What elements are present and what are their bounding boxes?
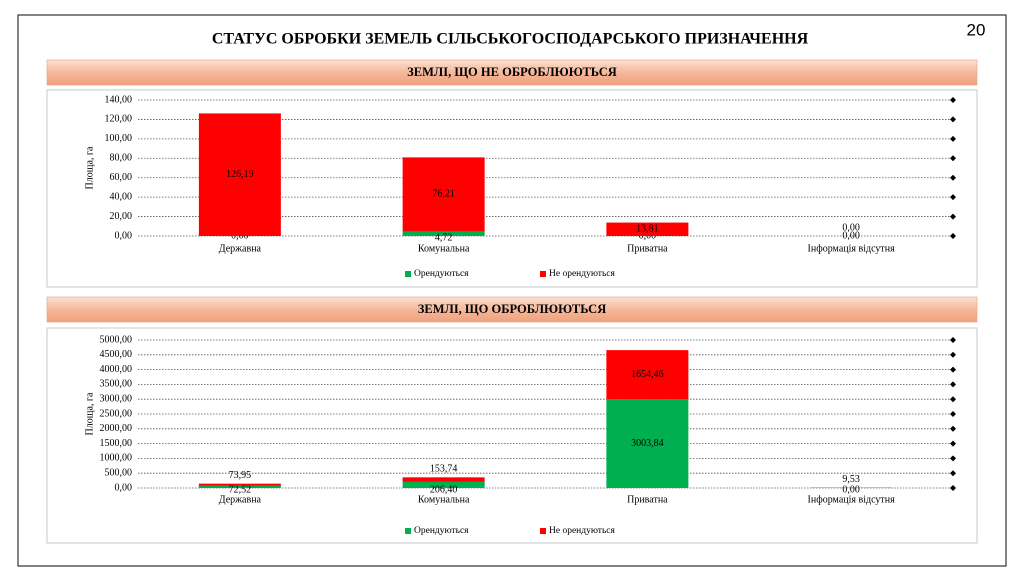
section-title: ЗЕМЛІ, ЩО ОБРОБЛЮЮТЬСЯ (418, 302, 606, 316)
grid-end-marker (950, 97, 956, 103)
y-tick-label: 40,00 (110, 191, 133, 202)
data-label: 153,74 (430, 464, 458, 475)
y-tick-label: 20,00 (110, 211, 133, 222)
data-label: 1654,46 (631, 369, 664, 380)
bar-segment (606, 399, 689, 488)
bar-segment (198, 113, 281, 236)
bar-segment (198, 483, 281, 486)
legend-label: Орендуються (414, 269, 469, 279)
legend-label: Не орендуються (549, 269, 616, 279)
legend-swatch (540, 271, 546, 277)
x-tick-label: Приватна (627, 494, 668, 505)
bar-segment (402, 157, 485, 232)
data-label: 126,19 (226, 169, 254, 180)
data-label: 0,00 (842, 222, 860, 233)
y-tick-label: 120,00 (105, 114, 133, 125)
grid-end-marker (950, 470, 956, 477)
bar-segment (198, 485, 281, 488)
y-tick-label: 3500,00 (100, 379, 133, 390)
x-tick-label: Комунальна (418, 494, 470, 505)
bar-segment (606, 222, 689, 236)
legend-label: Орендуються (414, 526, 469, 536)
y-tick-label: 4500,00 (100, 349, 133, 360)
legend-swatch (405, 271, 411, 277)
grid-end-marker (950, 366, 956, 373)
x-tick-label: Інформація відсутня (808, 243, 896, 254)
y-tick-label: 2500,00 (100, 408, 133, 419)
data-label: 76,21 (432, 189, 455, 200)
legend-label: Не орендуються (549, 526, 616, 536)
y-tick-label: 80,00 (110, 153, 133, 164)
section-banner (46, 296, 978, 323)
y-tick-label: 0,00 (115, 230, 133, 241)
data-label: 9,53 (842, 474, 860, 485)
data-label: 73,95 (229, 470, 252, 481)
slide-title: СТАТУС ОБРОБКИ ЗЕМЕЛЬ СІЛЬСЬКОГОСПОДАРСЬ… (212, 31, 809, 48)
grid-end-marker (950, 455, 956, 462)
grid-end-marker (950, 135, 956, 142)
grid-end-marker (950, 116, 956, 123)
y-tick-label: 1000,00 (100, 453, 133, 464)
legend-swatch (405, 528, 411, 534)
grid-end-marker (950, 351, 956, 358)
x-tick-label: Інформація відсутня (808, 494, 896, 505)
y-tick-label: 140,00 (105, 94, 133, 105)
grid-end-marker (950, 411, 956, 417)
y-tick-label: 3000,00 (100, 393, 133, 404)
bar-segment (606, 350, 689, 400)
data-label: 13,81 (636, 224, 659, 235)
bar-segment (402, 231, 485, 236)
y-tick-label: 0,00 (115, 482, 133, 493)
y-tick-label: 5000,00 (100, 334, 133, 345)
grid-end-marker (950, 174, 956, 181)
grid-end-marker (950, 213, 956, 220)
grid-end-marker (950, 440, 956, 447)
data-label: 72,52 (229, 484, 252, 495)
page-number: 20 (967, 20, 986, 39)
bar-segment (402, 477, 485, 482)
x-tick-label: Приватна (627, 243, 668, 254)
data-label: 206,40 (430, 484, 458, 495)
grid-end-marker (950, 233, 956, 239)
data-label: 3003,84 (631, 438, 664, 449)
grid-end-marker (950, 194, 956, 201)
grid-end-marker (950, 485, 956, 491)
legend-swatch (540, 528, 546, 534)
grid-end-marker (950, 337, 956, 343)
bar-segment (402, 481, 485, 488)
y-tick-label: 500,00 (105, 467, 133, 478)
chart-box (46, 327, 978, 544)
y-tick-label: 100,00 (105, 133, 133, 144)
data-label: 4,72 (435, 232, 453, 243)
grid-end-marker (950, 425, 956, 432)
y-axis-label: Площа, га (84, 146, 95, 189)
y-tick-label: 2000,00 (100, 423, 133, 434)
grid-end-marker (950, 155, 956, 162)
y-tick-label: 4000,00 (100, 364, 133, 375)
section-title: ЗЕМЛІ, ЩО НЕ ОБРОБЛЮЮТЬСЯ (407, 65, 617, 79)
data-label: 0,00 (842, 484, 860, 495)
y-tick-label: 1500,00 (100, 438, 133, 449)
y-tick-label: 60,00 (110, 172, 133, 183)
grid-end-marker (950, 396, 956, 403)
data-label: 0,00 (842, 230, 860, 241)
x-tick-label: Державна (219, 243, 262, 254)
x-tick-label: Державна (219, 494, 262, 505)
section-banner (46, 59, 978, 86)
grid-end-marker (950, 381, 956, 388)
y-axis-label: Площа, га (84, 392, 95, 435)
x-tick-label: Комунальна (418, 243, 470, 254)
